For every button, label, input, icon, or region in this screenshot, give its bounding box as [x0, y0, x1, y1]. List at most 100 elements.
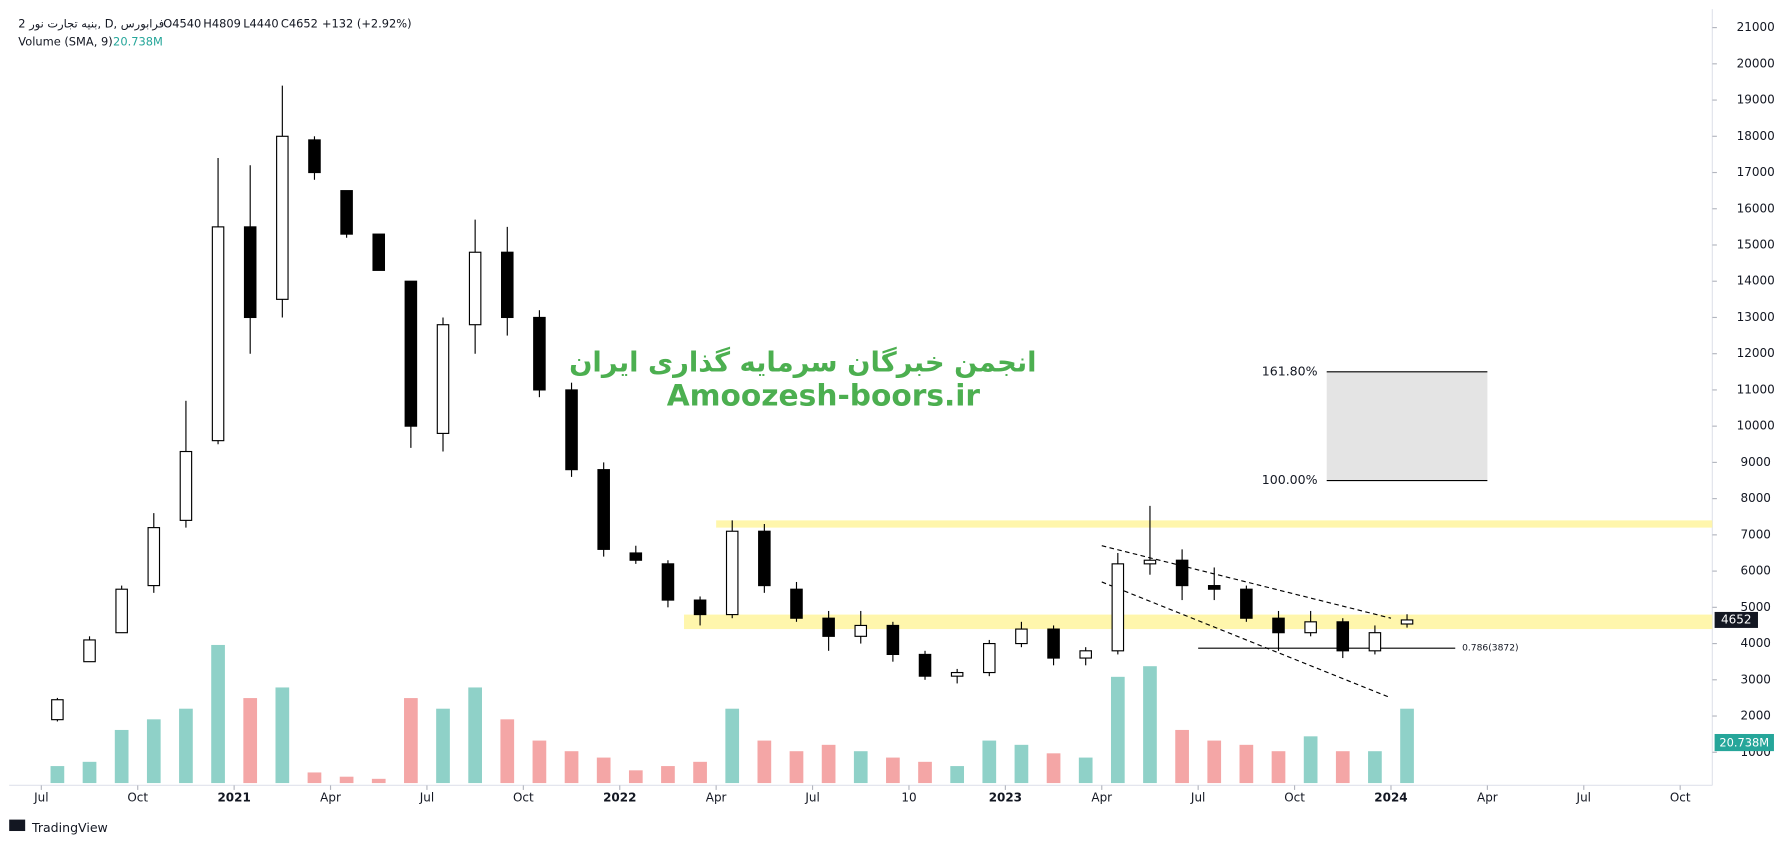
channel-line: [1101, 581, 1392, 699]
volume-bar: [371, 778, 386, 784]
candle-body: [211, 226, 225, 442]
volume-bar: [1400, 708, 1414, 784]
volume-bar: [1271, 751, 1286, 784]
volume-sma: 20.738M: [113, 35, 163, 49]
y-tick-label: 11000: [1737, 382, 1775, 396]
volume-axis-label: 20.738M: [1719, 736, 1769, 750]
candle-body: [565, 389, 578, 471]
candle-body: [1079, 650, 1092, 659]
watermark-site: Amoozesh-boors.ir: [667, 378, 981, 413]
volume-bar: [596, 757, 611, 784]
y-tick-label: 13000: [1737, 310, 1775, 324]
y-tick-label: 17000: [1737, 165, 1775, 179]
x-tick-label: 2023: [989, 790, 1022, 804]
volume-bar: [853, 751, 868, 784]
volume-bar: [693, 761, 707, 784]
change: +132 (+2.92%): [322, 16, 412, 30]
volume-bar: [757, 740, 772, 784]
candle-body: [500, 251, 514, 319]
candle-body: [597, 469, 610, 550]
candle-body: [1368, 632, 1382, 652]
ohlc-close: C4652: [281, 16, 318, 30]
x-tick-label: Jul: [1190, 790, 1205, 804]
volume-bar: [211, 644, 225, 784]
volume-bar: [918, 761, 932, 784]
y-tick-label: 16000: [1737, 201, 1775, 215]
y-tick-label: 3000: [1740, 672, 1770, 686]
watermark-persian: انجمن خبرگان سرمایه گذاری ایران: [569, 347, 1036, 379]
volume-bar: [339, 776, 354, 784]
candle-body: [404, 280, 418, 427]
volume-bar: [1207, 740, 1222, 784]
y-tick-label: 4000: [1740, 636, 1770, 650]
candle-body: [918, 653, 932, 677]
candle-body: [1336, 621, 1350, 652]
candle-body: [533, 316, 546, 391]
y-tick-label: 21000: [1737, 20, 1775, 34]
last-price-box: [1714, 611, 1758, 628]
volume-bar: [1110, 676, 1125, 784]
x-tick-label: Jul: [804, 790, 819, 804]
candle-body: [950, 671, 964, 677]
volume-bar: [725, 708, 740, 784]
volume-price-box: [1714, 733, 1774, 752]
logo-mark: [9, 819, 26, 832]
volume-bar: [661, 766, 675, 784]
volume-bar: [982, 740, 997, 784]
candle-body: [436, 324, 450, 434]
candle-body: [115, 588, 128, 634]
y-tick-label: 10000: [1737, 419, 1775, 433]
candle-body: [1304, 621, 1317, 634]
volume-bar: [1014, 744, 1029, 784]
fib-extension-box: [1326, 371, 1488, 481]
x-tick-label: Oct: [513, 790, 534, 804]
volume-bar: [404, 698, 418, 784]
x-tick-label: Apr: [706, 790, 727, 804]
candle-body: [468, 251, 482, 326]
x-tick-label: 2024: [1374, 790, 1407, 804]
volume-bar: [564, 751, 579, 784]
candle-body: [340, 190, 353, 235]
x-tick-label: Jul: [33, 790, 48, 804]
y-tick-label: 15000: [1737, 237, 1775, 251]
volume-bar: [243, 698, 258, 784]
x-tick-label: Apr: [320, 790, 341, 804]
candle-body: [886, 624, 900, 656]
y-tick-label: 12000: [1737, 346, 1775, 360]
candle-body: [1015, 628, 1028, 645]
volume-bar: [50, 766, 65, 784]
ohlc-open: O4540: [163, 16, 201, 30]
volume-bar: [275, 687, 290, 784]
candle-body: [147, 527, 161, 587]
fib-level-label: 100.00%: [1262, 472, 1318, 487]
volume-bar: [500, 719, 515, 784]
x-tick-label: Apr: [1091, 790, 1112, 804]
candle-body: [1272, 617, 1285, 634]
candle-body: [854, 624, 868, 637]
y-tick-label: 2000: [1740, 709, 1770, 723]
symbol: بنیه تجارت نور 2, D, فرابورس: [18, 16, 164, 31]
candle-body: [83, 639, 96, 663]
y-tick-label: 6000: [1740, 564, 1770, 578]
volume-bar: [950, 766, 965, 784]
volume-bar: [468, 687, 482, 784]
plot: 1000200030004000500060007000800090001000…: [33, 20, 1775, 804]
volume-bar: [1303, 736, 1318, 784]
candle-body: [1400, 619, 1414, 625]
ohlc-low: L4440: [243, 16, 278, 30]
candle-body: [725, 530, 739, 616]
x-tick-label: Jul: [1576, 790, 1591, 804]
fib-level-label: 161.80%: [1262, 363, 1318, 378]
volume-bar: [821, 744, 836, 784]
fib-line-label: 0.786(3872): [1462, 644, 1518, 654]
volume-bar: [1078, 757, 1093, 784]
x-tick-label: Oct: [1670, 790, 1691, 804]
candle-body: [790, 588, 803, 619]
x-tick-label: Jul: [419, 790, 434, 804]
support-zone: [716, 520, 1713, 528]
volume-bar: [1368, 751, 1382, 784]
candle-body: [372, 233, 386, 271]
volume-bar: [1175, 729, 1189, 784]
candle-body: [983, 642, 996, 674]
